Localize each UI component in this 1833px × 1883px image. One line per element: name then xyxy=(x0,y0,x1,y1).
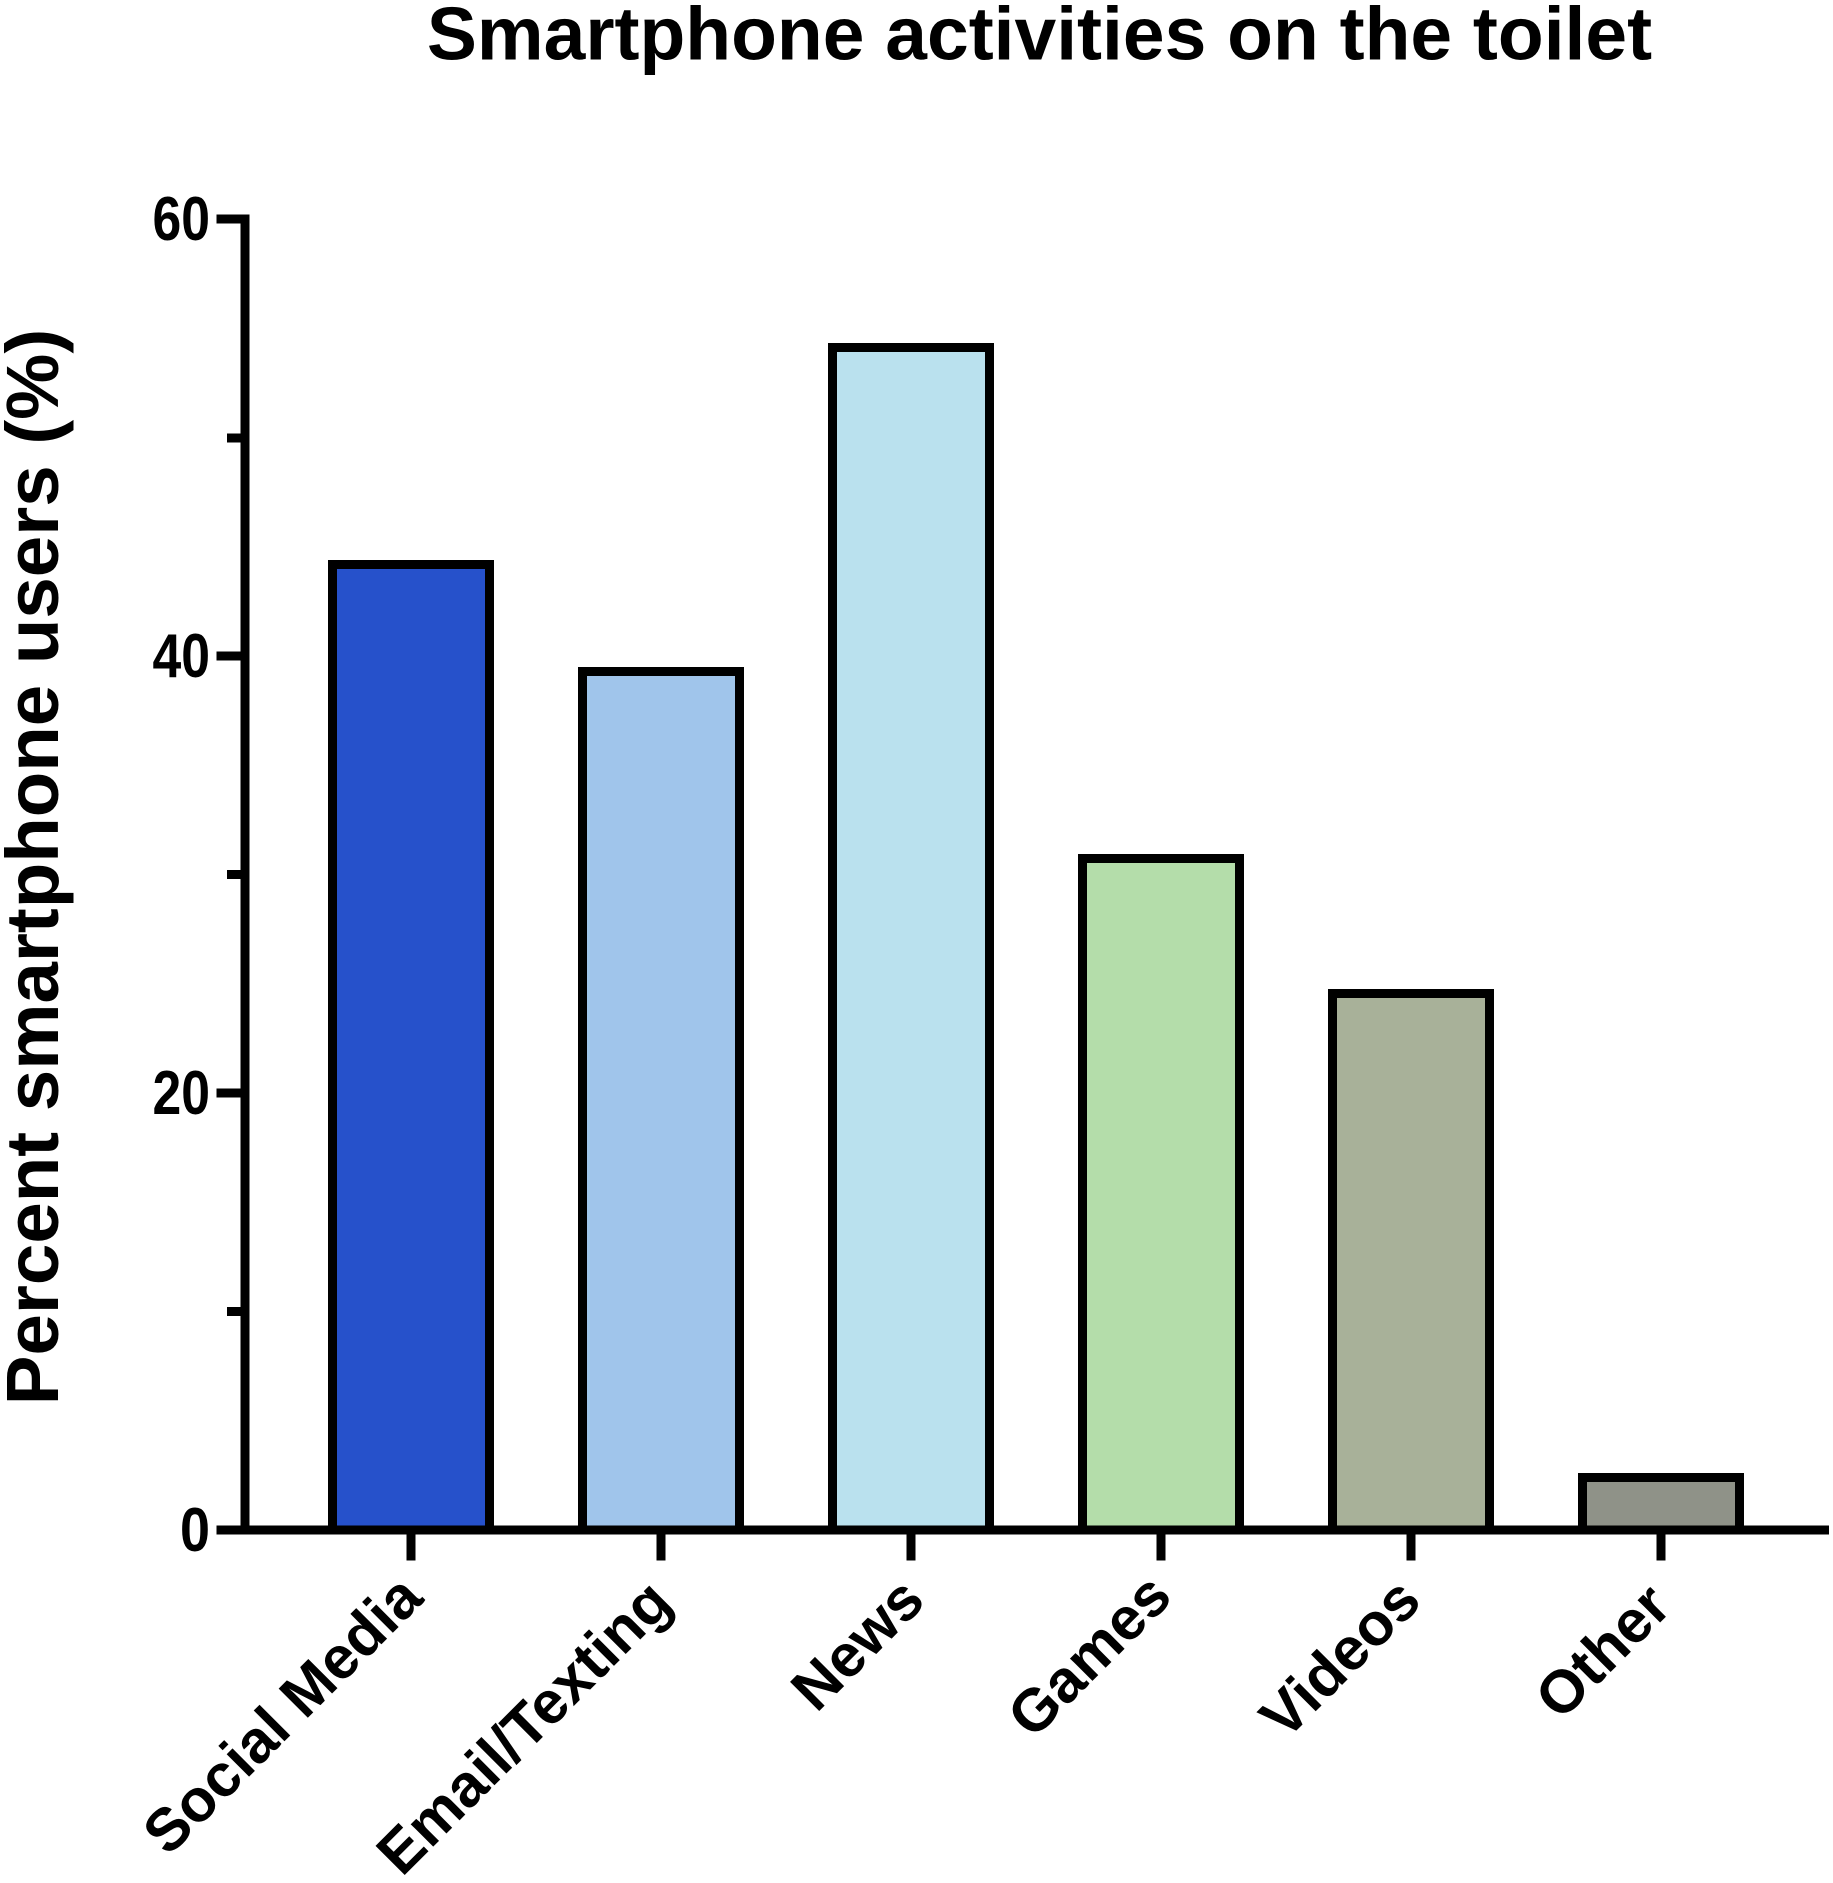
svg-text:40: 40 xyxy=(153,622,211,691)
svg-text:Percent smartphone users (%): Percent smartphone users (%) xyxy=(0,329,74,1405)
svg-text:0: 0 xyxy=(180,1496,210,1565)
svg-text:20: 20 xyxy=(153,1059,211,1128)
svg-text:60: 60 xyxy=(153,185,211,254)
svg-text:Smartphone activities on the t: Smartphone activities on the toilet xyxy=(427,0,1652,76)
